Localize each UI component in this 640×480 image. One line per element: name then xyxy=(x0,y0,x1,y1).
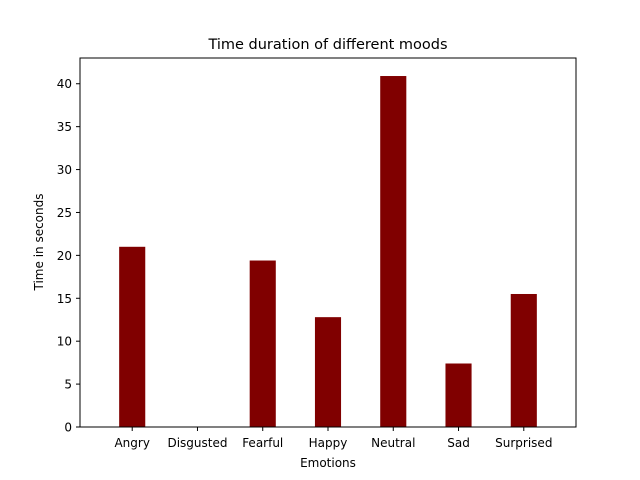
plot-frame xyxy=(79,57,577,428)
x-tick-label: Neutral xyxy=(371,436,415,450)
y-tick-label: 15 xyxy=(57,292,72,306)
y-tick-label: 25 xyxy=(57,206,72,220)
y-ticks-group: 0 5 10 15 20 25 30 35 40 xyxy=(57,77,80,435)
bars-group xyxy=(119,76,537,427)
y-tick-label: 30 xyxy=(57,163,72,177)
bar-happy xyxy=(314,317,342,427)
y-tick-label: 0 xyxy=(64,421,72,435)
y-tick-label: 10 xyxy=(57,335,72,349)
y-tick-label: 5 xyxy=(64,378,72,392)
bar-fearful xyxy=(249,260,276,427)
x-tick-label: Fearful xyxy=(242,436,283,450)
bar-surprised xyxy=(510,293,537,427)
x-tick-label: Disgusted xyxy=(167,436,227,450)
bar-neutral xyxy=(380,76,407,427)
y-tick-label: 35 xyxy=(57,120,72,134)
x-axis-label: Emotions xyxy=(300,456,356,470)
x-tick-label: Angry xyxy=(114,436,149,450)
chart-title: Time duration of different moods xyxy=(207,37,447,53)
y-tick-label: 20 xyxy=(57,249,72,263)
bar-sad xyxy=(445,363,472,427)
x-tick-label: Surprised xyxy=(495,436,552,450)
x-ticks-group: Angry Disgusted Fearful Happy Neutral Sad Surp… xyxy=(114,427,552,450)
y-tick-label: 40 xyxy=(57,77,72,91)
x-tick-label: Happy xyxy=(309,436,348,450)
y-axis-label: Time in seconds xyxy=(32,194,46,292)
x-tick-label: Sad xyxy=(447,436,470,450)
bar-angry xyxy=(119,246,146,427)
